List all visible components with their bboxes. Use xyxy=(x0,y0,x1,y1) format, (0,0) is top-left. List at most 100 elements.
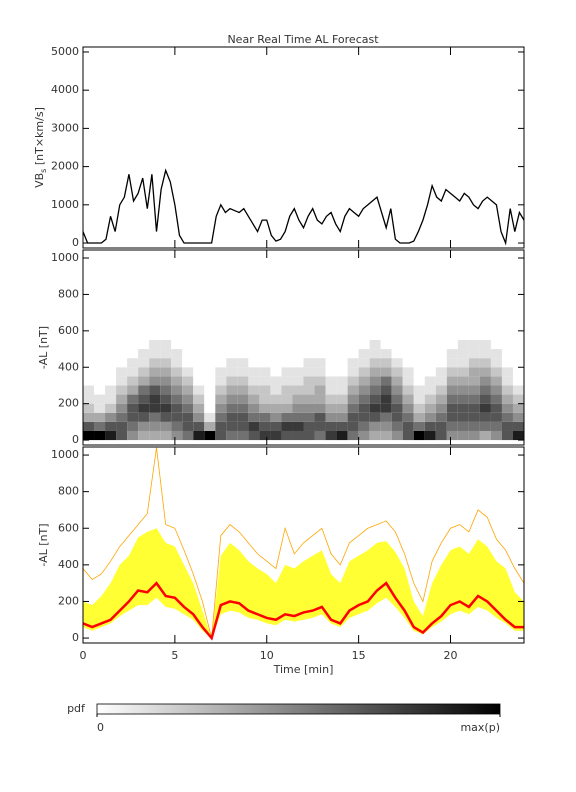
heat-cell xyxy=(512,421,524,431)
heat-cell xyxy=(226,412,238,422)
heat-cell xyxy=(424,339,436,350)
heat-cell xyxy=(105,403,117,413)
heat-cell xyxy=(490,403,502,413)
heat-cell xyxy=(512,403,524,413)
heat-cell xyxy=(171,367,183,377)
heat-cell xyxy=(138,385,150,395)
heat-cell xyxy=(138,421,150,431)
heat-cell xyxy=(501,412,513,422)
heat-cell xyxy=(391,330,403,340)
heat-cell xyxy=(369,349,381,359)
heat-cell xyxy=(259,430,271,441)
heat-cell xyxy=(281,339,293,350)
heat-cell xyxy=(204,394,216,404)
y-tick-label: 5000 xyxy=(51,45,79,58)
heat-cell xyxy=(237,385,249,395)
heat-cell xyxy=(215,430,227,441)
heat-cell xyxy=(182,421,194,431)
heat-cell xyxy=(501,403,513,413)
heat-cell xyxy=(204,349,216,359)
heat-cell xyxy=(303,358,315,368)
heat-cell xyxy=(292,330,304,340)
heat-cell xyxy=(501,394,513,404)
heat-cell xyxy=(468,403,480,413)
heat-cell xyxy=(226,358,238,368)
heat-cell xyxy=(149,385,161,395)
heat-cell xyxy=(424,430,436,441)
heat-cell xyxy=(127,394,139,404)
heat-cell xyxy=(160,385,172,395)
heat-cell xyxy=(215,403,227,413)
heat-cell xyxy=(468,339,480,350)
heat-cell xyxy=(336,349,348,359)
heat-cell xyxy=(413,412,425,422)
heat-cell xyxy=(127,358,139,368)
heat-cell xyxy=(369,339,381,350)
heat-cell xyxy=(138,394,150,404)
heat-cell xyxy=(94,412,106,422)
heat-cell xyxy=(413,421,425,431)
heat-cell xyxy=(457,367,469,377)
heat-cell xyxy=(457,403,469,413)
heat-cell xyxy=(325,349,337,359)
heat-cell xyxy=(193,330,205,340)
heat-cell xyxy=(468,385,480,395)
heat-cell xyxy=(468,421,480,431)
heat-cell xyxy=(402,430,414,441)
heat-cell xyxy=(182,430,194,441)
heat-cell xyxy=(281,421,293,431)
heat-cell xyxy=(336,412,348,422)
heat-cell xyxy=(479,394,491,404)
heat-cell xyxy=(171,349,183,359)
heat-cell xyxy=(457,430,469,441)
heat-cell xyxy=(193,367,205,377)
heat-cell xyxy=(127,349,139,359)
y-tick-label: 600 xyxy=(58,521,79,534)
heat-cell xyxy=(424,330,436,340)
heat-cell xyxy=(413,330,425,340)
heat-cell xyxy=(248,412,260,422)
y-tick-label: 0 xyxy=(72,433,79,446)
heat-cell xyxy=(512,412,524,422)
heat-cell xyxy=(435,349,447,359)
heat-cell xyxy=(171,412,183,422)
heat-cell xyxy=(182,403,194,413)
heat-cell xyxy=(457,349,469,359)
heat-cell xyxy=(336,421,348,431)
heat-cell xyxy=(468,376,480,386)
heat-cell xyxy=(413,403,425,413)
heat-cell xyxy=(83,339,95,350)
heat-cell xyxy=(314,339,326,350)
heat-cell xyxy=(83,385,95,395)
heat-cell xyxy=(226,349,238,359)
heat-cell xyxy=(325,403,337,413)
heat-cell xyxy=(391,421,403,431)
heat-cell xyxy=(281,403,293,413)
heat-cell xyxy=(479,330,491,340)
heat-cell xyxy=(116,330,128,340)
heat-cell xyxy=(215,376,227,386)
heat-cell xyxy=(259,412,271,422)
heat-cell xyxy=(380,430,392,441)
heat-cell xyxy=(138,412,150,422)
heat-cell xyxy=(358,358,370,368)
heat-cell xyxy=(270,330,282,340)
heat-cell xyxy=(303,330,315,340)
heat-cell xyxy=(369,412,381,422)
heat-cell xyxy=(292,412,304,422)
heat-cell xyxy=(512,339,524,350)
heat-cell xyxy=(138,367,150,377)
heat-cell xyxy=(358,339,370,350)
heat-cell xyxy=(193,403,205,413)
heat-cell xyxy=(512,358,524,368)
heat-cell xyxy=(259,421,271,431)
heat-cell xyxy=(116,339,128,350)
heat-cell xyxy=(336,394,348,404)
heat-cell xyxy=(105,367,117,377)
heat-cell xyxy=(314,330,326,340)
heat-cell xyxy=(248,430,260,441)
heat-cell xyxy=(490,412,502,422)
heat-cell xyxy=(193,358,205,368)
heat-cell xyxy=(149,394,161,404)
heat-cell xyxy=(358,385,370,395)
